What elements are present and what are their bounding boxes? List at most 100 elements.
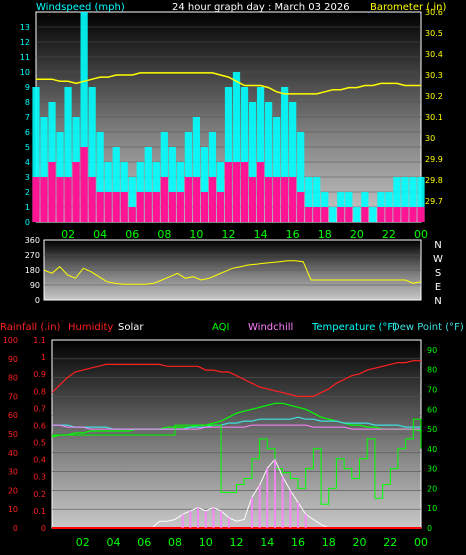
wind-hour-label: 00 bbox=[414, 228, 428, 241]
compass-letter: W bbox=[433, 254, 443, 265]
humidity-line bbox=[51, 360, 421, 397]
temperature-hour-label: 02 bbox=[76, 536, 90, 549]
humidity-tick-label: 100 bbox=[3, 336, 18, 345]
humidity-tick-label: 50 bbox=[8, 430, 18, 439]
wind-hour-label: 02 bbox=[61, 228, 75, 241]
gust-bar bbox=[385, 207, 393, 222]
windspeed-bar bbox=[393, 177, 401, 222]
windchill-line bbox=[52, 424, 421, 430]
temperature-tick-label: 50 bbox=[427, 425, 437, 434]
windspeed-bar bbox=[305, 177, 313, 222]
windspeed-tick-label: 3 bbox=[25, 173, 30, 182]
gust-bar bbox=[184, 177, 193, 222]
temperature-hour-label: 06 bbox=[137, 536, 151, 549]
temperature-tick-label: 90 bbox=[427, 346, 437, 355]
windspeed-bar bbox=[144, 147, 152, 222]
windspeed-bar bbox=[256, 87, 265, 222]
dewpoint-label: Dew Point (°F) bbox=[392, 322, 464, 333]
temperature-hour-label: 14 bbox=[260, 536, 274, 549]
gust-bar bbox=[200, 192, 209, 222]
gust-bar bbox=[417, 207, 425, 222]
direction-tick-label: 270 bbox=[25, 251, 40, 260]
windspeed-bar bbox=[192, 117, 201, 222]
wind-hour-label: 08 bbox=[157, 228, 171, 241]
gust-bar bbox=[377, 207, 385, 222]
gust-bar bbox=[192, 177, 201, 222]
barometer-line bbox=[36, 72, 421, 95]
gust-bar bbox=[104, 192, 112, 222]
windspeed-bar bbox=[168, 147, 176, 222]
barometer-ticks: 29.7 29.8 29.9 30 30.1 30.2 30.3 30.4 30.5 30.6 bbox=[425, 8, 443, 206]
humidity-tick-label: 80 bbox=[8, 374, 18, 383]
direction-tick-label: 90 bbox=[30, 281, 40, 290]
barometer-tick-label: 29.7 bbox=[425, 197, 443, 206]
temperature-line bbox=[51, 402, 422, 438]
temperature-tick-label: 10 bbox=[427, 504, 437, 513]
rain-tick-label: 0.3 bbox=[33, 473, 46, 482]
rain-tick-label: 0.7 bbox=[33, 404, 46, 413]
windspeed-bar bbox=[297, 132, 305, 222]
windspeed-bar bbox=[240, 87, 249, 222]
temperature-hour-label: 12 bbox=[230, 536, 244, 549]
gust-bar bbox=[248, 177, 257, 222]
rain-tick-label: 0.4 bbox=[33, 456, 46, 465]
windspeed-bar bbox=[32, 87, 40, 222]
gust-bar bbox=[313, 207, 321, 222]
gust-bar bbox=[393, 207, 401, 222]
gust-bar bbox=[273, 177, 281, 222]
rain-tick-label: 1 bbox=[41, 353, 46, 362]
wind-direction-line bbox=[43, 260, 422, 285]
barometer-tick-label: 30.5 bbox=[425, 29, 443, 38]
temperature-ticks: 0 10 20 30 40 50 60 70 80 90 bbox=[427, 346, 437, 533]
gust-bar bbox=[64, 177, 72, 222]
gust-bar bbox=[96, 192, 104, 222]
windspeed-tick-label: 9 bbox=[25, 83, 30, 92]
rain-tick-label: 0.8 bbox=[33, 387, 46, 396]
temperature-tick-label: 60 bbox=[427, 405, 437, 414]
temperature-hour-label: 16 bbox=[291, 536, 305, 549]
gust-bar bbox=[176, 192, 184, 222]
humidity-tick-label: 10 bbox=[8, 505, 18, 514]
barometer-tick-label: 30.3 bbox=[425, 71, 443, 80]
temperature-hour-label: 18 bbox=[322, 536, 336, 549]
windspeed-bar bbox=[281, 87, 289, 222]
windspeed-bar bbox=[409, 177, 417, 222]
rain-tick-label: 0 bbox=[41, 524, 46, 533]
wind-hour-label: 20 bbox=[350, 228, 364, 241]
gust-bar bbox=[88, 177, 96, 222]
gust-bar bbox=[40, 177, 48, 222]
windspeed-bar bbox=[264, 102, 273, 222]
windspeed-bar bbox=[88, 87, 96, 222]
gust-bar bbox=[321, 207, 329, 222]
humidity-tick-label: 70 bbox=[8, 392, 18, 401]
wind-hour-label: 14 bbox=[254, 228, 268, 241]
compass-letter: N bbox=[434, 296, 441, 307]
gust-bar bbox=[216, 192, 225, 222]
barometer-tick-label: 29.8 bbox=[425, 176, 443, 185]
barometer-label: Barometer (.in) bbox=[370, 2, 446, 13]
barometer-tick-label: 30.6 bbox=[425, 8, 443, 17]
gust-bar bbox=[168, 192, 176, 222]
temperature-tick-label: 40 bbox=[427, 445, 437, 454]
windspeed-tick-label: 13 bbox=[20, 23, 30, 32]
windspeed-bar bbox=[401, 177, 409, 222]
graph-title: 24 hour graph day : March 03 2026 bbox=[172, 2, 350, 13]
direction-ticks: 0 90 180 270 360 bbox=[25, 236, 40, 305]
humidity-tick-label: 60 bbox=[8, 411, 18, 420]
rain-tick-label: 0.5 bbox=[33, 439, 46, 448]
windspeed-bar bbox=[80, 12, 88, 222]
gust-bar bbox=[264, 177, 273, 222]
windspeed-bar bbox=[313, 177, 321, 222]
gust-bar bbox=[401, 207, 409, 222]
gust-bar bbox=[361, 207, 369, 222]
gust-bar bbox=[80, 147, 88, 222]
gust-bar bbox=[289, 177, 297, 222]
windspeed-bar bbox=[40, 117, 48, 222]
humidity-rain-ticks: 0 10 20 30 40 50 60 70 80 90 100 0 0.1 0.2 0.3 0.4 0.5 0.… bbox=[3, 336, 46, 533]
gust-bar bbox=[240, 162, 249, 222]
windspeed-tick-label: 11 bbox=[20, 53, 30, 62]
windspeed-tick-label: 0 bbox=[25, 218, 30, 227]
temperature-tick-label: 80 bbox=[427, 366, 437, 375]
